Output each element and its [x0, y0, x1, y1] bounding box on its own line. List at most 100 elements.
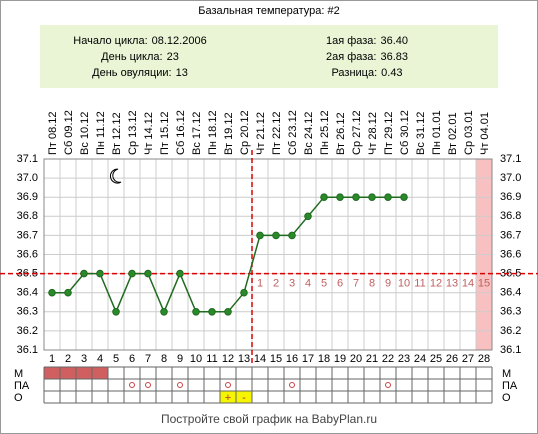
pa-mark	[289, 382, 295, 388]
info-line: День овуляции: 13	[92, 67, 188, 79]
phase2-day: 15	[478, 278, 490, 290]
y2-tick-label: 36.2	[500, 325, 521, 337]
pa-mark	[225, 382, 231, 388]
point	[192, 308, 200, 316]
date-label: Вт 26.12	[335, 112, 347, 155]
day-label: 8	[161, 353, 167, 365]
phase2-day: 3	[289, 278, 295, 290]
chart-title: Базальная температура: #2	[198, 5, 340, 17]
y2-tick-label: 36.4	[500, 287, 521, 299]
date-label: Ср 03.01	[463, 110, 475, 155]
info-line: День цикла: 23	[101, 51, 179, 63]
phase2-day: 1	[257, 278, 263, 290]
point	[112, 308, 120, 316]
date-label: Вс 31.12	[415, 112, 427, 155]
phase2-day: 11	[414, 278, 425, 290]
day-label: 7	[145, 353, 151, 365]
row-label: О	[14, 392, 23, 404]
day-label: 2	[65, 353, 71, 365]
day-label: 10	[190, 353, 202, 365]
y-tick-label: 36.2	[17, 325, 38, 337]
o-label: -	[242, 392, 246, 404]
pa-mark	[385, 382, 391, 388]
phase2-day: 5	[321, 278, 327, 290]
phase2-day: 4	[305, 278, 311, 290]
info-box	[40, 25, 498, 88]
day-label: 14	[254, 353, 266, 365]
y2-tick-label: 36.3	[500, 306, 521, 318]
y2-tick-label: 36.5	[500, 268, 521, 280]
day-label: 20	[350, 353, 362, 365]
date-label: Ср 27.12	[351, 110, 363, 155]
point	[64, 288, 72, 297]
pa-mark	[129, 382, 135, 388]
plot-border	[43, 158, 493, 351]
o-cell	[236, 391, 252, 403]
info-label: День цикла:	[101, 51, 162, 63]
info-value: 36.40	[380, 35, 408, 47]
y-tick-label: 36.6	[17, 248, 38, 260]
date-label: Чт 14.12	[143, 112, 155, 155]
date-label: Пт 22.12	[271, 111, 283, 155]
point	[384, 193, 392, 201]
phase2-day: 12	[430, 278, 442, 290]
date-label: Вс 24.12	[303, 112, 315, 155]
point	[368, 193, 376, 201]
info-label: Начало цикла:	[73, 35, 147, 47]
y-tick-label: 36.9	[17, 191, 38, 203]
info-label: Разница:	[331, 67, 377, 79]
date-label: Ср 13.12	[127, 110, 139, 155]
date-label: Пн 18.12	[207, 110, 219, 155]
info-value: 36.83	[380, 51, 408, 63]
y2-tick-label: 37.0	[500, 172, 521, 184]
date-label: Сб 30.12	[399, 110, 411, 155]
day-label: 4	[97, 353, 103, 365]
y-tick-label: 37.0	[17, 172, 38, 184]
o-cell	[220, 391, 236, 403]
day-label: 13	[238, 353, 250, 365]
date-label: Сб 23.12	[287, 110, 299, 155]
day-label: 24	[414, 353, 426, 365]
date-label: Чт 28.12	[367, 112, 379, 155]
phase2-day: 6	[337, 278, 343, 290]
date-label: Сб 09.12	[63, 110, 75, 155]
y-tick-label: 36.1	[17, 344, 38, 356]
point	[176, 269, 184, 278]
phase2-day: 13	[446, 278, 458, 290]
date-label: Вт 12.12	[111, 112, 123, 155]
point	[320, 193, 328, 201]
info-line: Начало цикла: 08.12.2006	[73, 35, 206, 47]
point	[240, 288, 248, 297]
y2-tick-label: 36.7	[500, 229, 521, 241]
date-label: Пн 01.01	[431, 110, 443, 155]
date-label: Пт 08.12	[47, 111, 59, 155]
day-label: 16	[286, 353, 298, 365]
info-value: 13	[176, 67, 188, 79]
info-value: 23	[167, 51, 179, 63]
day-label: 27	[462, 353, 474, 365]
day-label: 23	[398, 353, 410, 365]
pa-mark	[177, 382, 183, 388]
day-label: 6	[129, 353, 135, 365]
day-label: 19	[334, 353, 346, 365]
y-tick-label: 37.1	[17, 153, 38, 165]
date-label: Пт 29.12	[383, 111, 395, 155]
day-label: 11	[206, 353, 217, 365]
day-label: 12	[222, 353, 234, 365]
info-label: 2ая фаза:	[326, 51, 377, 63]
date-label: Сб 16.12	[175, 110, 187, 155]
info-label: День овуляции:	[92, 67, 171, 79]
point	[48, 288, 56, 297]
y2-tick-label: 36.8	[500, 210, 521, 222]
point	[304, 212, 312, 221]
day-label: 22	[382, 353, 394, 365]
point	[400, 193, 408, 201]
info-value: 0.43	[381, 67, 402, 79]
day-label: 18	[318, 353, 330, 365]
date-label: Вс 17.12	[191, 112, 203, 155]
point	[272, 231, 280, 240]
date-label: Вт 19.12	[223, 112, 235, 155]
phase2-day: 9	[385, 278, 391, 290]
date-label: Пн 11.12	[95, 111, 107, 155]
